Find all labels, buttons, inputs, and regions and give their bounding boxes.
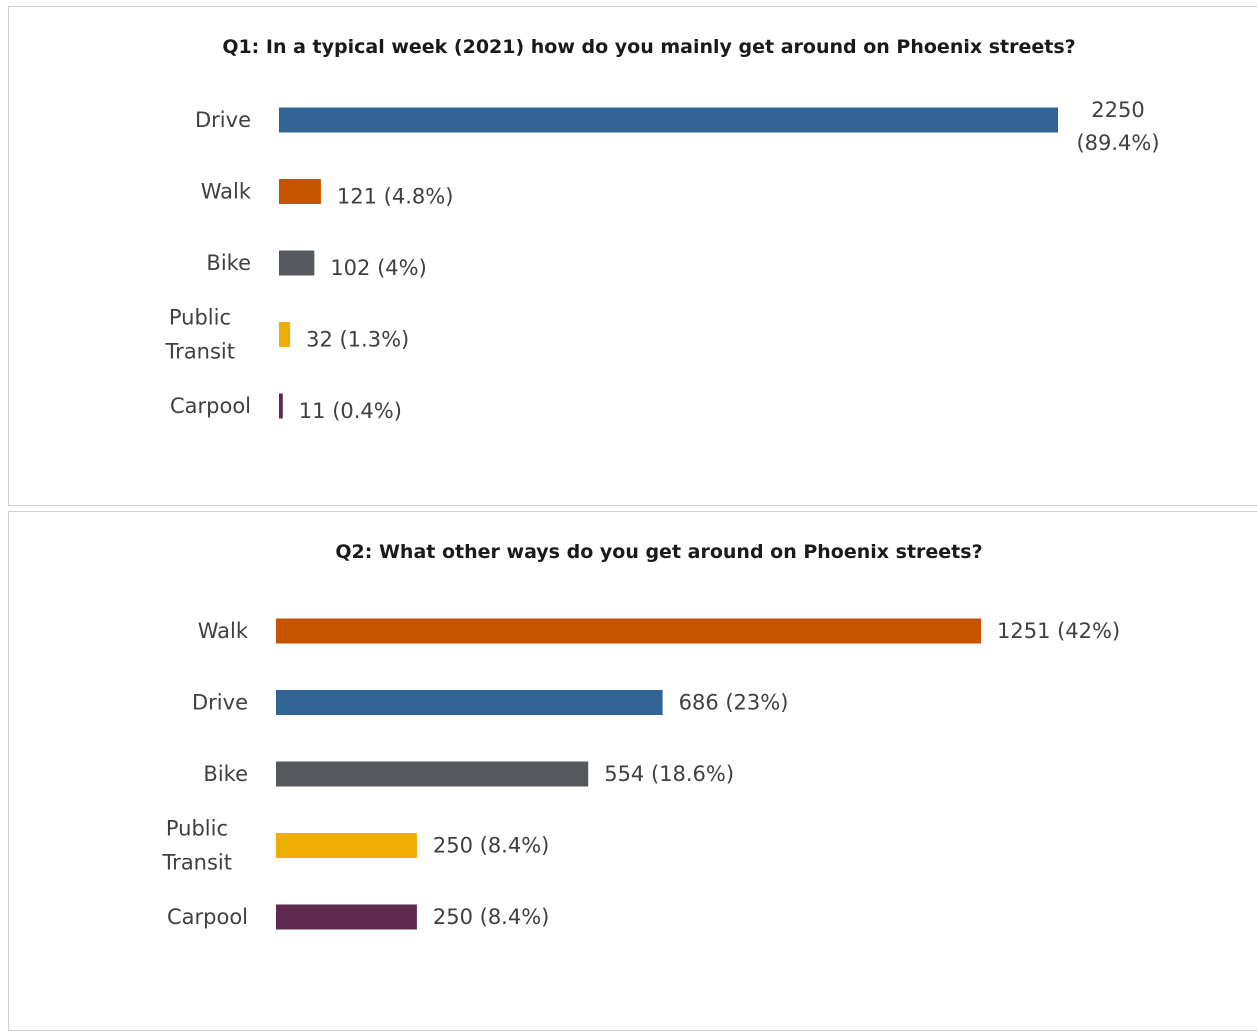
category-label-drive: Drive <box>192 691 248 715</box>
value-label-bike: 102 (4%) <box>330 256 426 280</box>
chart-panel-q2: Q2: What other ways do you get around on… <box>8 511 1257 1031</box>
bar-drive <box>279 107 1058 133</box>
bar-walk <box>276 618 982 644</box>
value-label-drive: 686 (23%) <box>679 691 789 715</box>
chart-q1: Q1: In a typical week (2021) how do you … <box>164 36 1159 423</box>
category-label-carpool: Carpool <box>170 394 251 418</box>
value-label-carpool: 250 (8.4%) <box>433 905 550 929</box>
bar-public-transit <box>276 833 417 858</box>
bar-carpool <box>276 904 417 930</box>
category-label-drive: Drive <box>195 108 251 132</box>
category-label-public-transit: Public Transit <box>164 306 235 364</box>
category-label-bike: Bike <box>206 251 251 275</box>
value-label-public-transit: 32 (1.3%) <box>306 328 409 352</box>
category-label-walk: Walk <box>198 619 249 643</box>
chart-panel-q1: Q1: In a typical week (2021) how do you … <box>8 6 1257 506</box>
bar-walk <box>279 179 321 204</box>
chart-title: Q1: In a typical week (2021) how do you … <box>222 36 1075 58</box>
category-label-bike: Bike <box>203 762 248 786</box>
value-label-public-transit: 250 (8.4%) <box>433 834 550 858</box>
bar-bike <box>276 761 589 787</box>
bar-drive <box>276 690 663 715</box>
bar-carpool <box>279 393 283 419</box>
category-label-public-transit: Public Transit <box>161 817 232 875</box>
bar-public-transit <box>279 322 291 347</box>
value-label-carpool: 11 (0.4%) <box>299 399 402 423</box>
category-label-walk: Walk <box>201 180 252 204</box>
category-label-carpool: Carpool <box>167 905 248 929</box>
value-label-walk: 121 (4.8%) <box>337 185 454 209</box>
value-label-drive: 2250 (89.4%) <box>1076 98 1159 155</box>
chart-q2: Q2: What other ways do you get around on… <box>161 541 1120 930</box>
value-label-bike: 554 (18.6%) <box>604 762 734 786</box>
bar-bike <box>279 250 315 276</box>
value-label-walk: 1251 (42%) <box>997 619 1120 643</box>
chart-title: Q2: What other ways do you get around on… <box>335 541 982 563</box>
